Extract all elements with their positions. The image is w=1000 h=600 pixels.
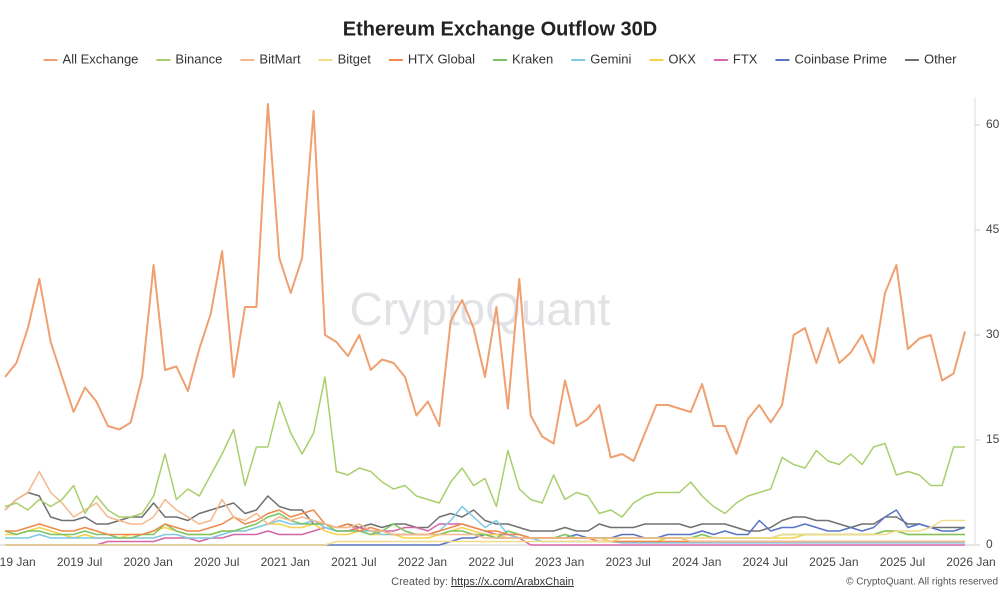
legend-item[interactable]: HTX Global — [388, 51, 475, 66]
x-tick-label: 2023 Jul — [605, 555, 650, 569]
legend-label: Coinbase Prime — [794, 51, 887, 66]
y-tick-label: 45 — [986, 222, 1000, 236]
x-tick-label: 2025 Jul — [880, 555, 925, 569]
chart-title: Ethereum Exchange Outflow 30D — [343, 18, 658, 40]
legend-item[interactable]: BitMart — [240, 51, 301, 66]
series-line — [4, 470, 965, 543]
x-tick-label: 2024 Jul — [743, 555, 788, 569]
x-tick-label: 2022 Jan — [398, 555, 447, 569]
legend-item[interactable]: Other — [904, 51, 957, 66]
legend-item[interactable]: Bitget — [318, 51, 372, 66]
legend-item[interactable]: FTX — [713, 51, 758, 66]
x-tick-label: 2026 Jan — [946, 555, 995, 569]
series-line — [5, 509, 965, 543]
legend-item[interactable]: Kraken — [493, 51, 553, 66]
legend-item[interactable]: All Exchange — [43, 51, 139, 66]
series-line — [5, 505, 965, 544]
legend-label: Bitget — [338, 51, 372, 66]
credit-prefix: Created by: — [391, 576, 448, 588]
credit-link[interactable]: https://x.com/ArabxChain — [451, 576, 574, 588]
legend-label: FTX — [733, 51, 758, 66]
x-tick-label: 2021 Jul — [331, 555, 376, 569]
legend-label: HTX Global — [408, 51, 475, 66]
legend-label: BitMart — [259, 51, 301, 66]
x-tick-label: 2019 Jul — [57, 555, 102, 569]
watermark: CryptoQuant — [350, 283, 611, 335]
y-tick-label: 0 — [986, 537, 993, 551]
series-line — [4, 376, 965, 518]
legend-item[interactable]: Gemini — [571, 51, 632, 66]
legend-label: Binance — [175, 51, 222, 66]
y-tick-label: 15 — [986, 432, 1000, 446]
copyright: © CryptoQuant. All rights reserved — [846, 577, 998, 588]
x-tick-label: 2025 Jan — [809, 555, 858, 569]
x-tick-label: 2022 Jul — [468, 555, 513, 569]
legend-label: OKX — [668, 51, 696, 66]
x-tick-label: 2020 Jan — [123, 555, 172, 569]
legend-item[interactable]: Coinbase Prime — [775, 51, 887, 66]
y-tick-label: 30 — [986, 327, 1000, 341]
legend-item[interactable]: Binance — [156, 51, 222, 66]
legend-label: Kraken — [512, 51, 553, 66]
x-tick-label: 2023 Jan — [535, 555, 584, 569]
legend-label: Gemini — [590, 51, 631, 66]
series-line — [5, 519, 965, 546]
x-tick-label: 2021 Jan — [261, 555, 310, 569]
y-tick-label: 60 — [986, 117, 1000, 131]
series-line — [4, 491, 965, 532]
legend-item[interactable]: OKX — [649, 51, 696, 66]
legend: All Exchange Binance BitMart Bitget HTX Glob… — [43, 51, 957, 66]
x-tick-label: 2020 Jul — [194, 555, 239, 569]
legend-label: All Exchange — [63, 51, 139, 66]
legend-label: Other — [924, 51, 957, 66]
x-tick-label: 2019 Jan — [0, 555, 36, 569]
series-line — [4, 103, 966, 462]
x-tick-label: 2024 Jan — [672, 555, 721, 569]
